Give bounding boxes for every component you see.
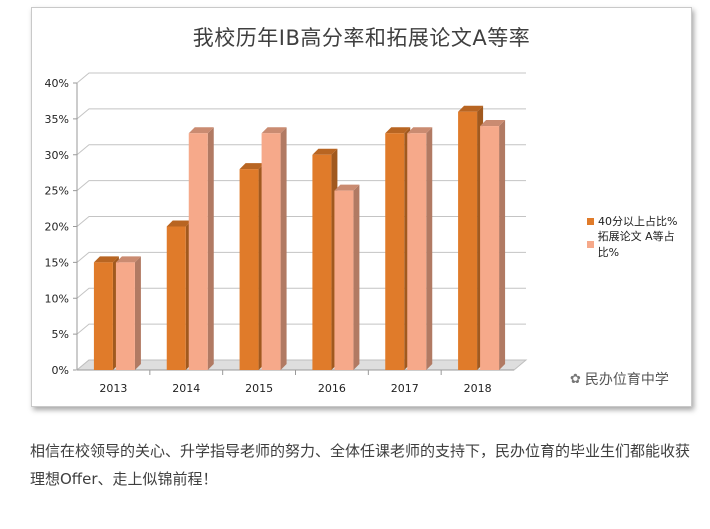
bar-front [312, 155, 331, 370]
bar-front [94, 262, 113, 370]
bar-2013-series-2 [116, 256, 141, 370]
bar-front [480, 126, 499, 370]
wechat-icon: ✿ [570, 372, 581, 387]
legend-swatch-series-1 [587, 218, 594, 225]
chart-frame: 我校历年IB高分率和拓展论文A等率 0% 5% 10% 15% 20% 25% 30% 35%… [31, 7, 692, 407]
bar-front [385, 133, 404, 370]
x-tick-label: 2014 [172, 382, 200, 395]
y-tick-label: 20% [45, 221, 69, 234]
bar-2018-series-2 [480, 120, 505, 370]
y-tick-label: 40% [45, 77, 69, 90]
bar-2015-series-1 [240, 163, 265, 370]
bar-2015-series-2 [262, 127, 287, 370]
y-tick-label: 25% [45, 185, 69, 198]
bar-side [499, 120, 505, 370]
bar-side [135, 256, 141, 370]
y-tick-label: 15% [45, 256, 69, 269]
bar-front [240, 169, 259, 370]
legend-swatch-series-2 [587, 241, 594, 248]
watermark: ✿ 民办位育中学 [570, 369, 669, 389]
bar-side [281, 127, 287, 370]
legend-label-series-2: 拓展论文 A等占比% [598, 228, 691, 260]
bar-side [353, 185, 359, 370]
y-tick-label: 0% [52, 364, 69, 377]
bar-front [458, 112, 477, 370]
bar-side [426, 127, 432, 370]
legend-item-series-2: 拓展论文 A等占比% [587, 234, 691, 254]
x-tick-label: 2013 [99, 382, 127, 395]
y-tick-label: 30% [45, 149, 69, 162]
bar-chart: 0% 5% 10% 15% 20% 25% 30% 35% 40% 2013 2014 2015 201… [32, 8, 691, 406]
gridline [77, 73, 526, 83]
bar-2013-series-1 [94, 256, 119, 370]
bar-front [407, 133, 426, 370]
x-tick-label: 2015 [245, 382, 273, 395]
bar-2014-series-1 [167, 221, 192, 371]
bar-front [189, 133, 208, 370]
bar-2018-series-1 [458, 106, 483, 370]
bar-2017-series-2 [407, 127, 432, 370]
bar-2016-series-1 [312, 149, 337, 370]
bar-front [262, 133, 281, 370]
y-tick-label: 35% [45, 113, 69, 126]
x-tick-label: 2018 [464, 382, 492, 395]
bar-side [208, 127, 214, 370]
bar-front [116, 262, 135, 370]
legend-label-series-1: 40分以上占比% [598, 213, 677, 229]
bar-2017-series-1 [385, 127, 410, 370]
y-tick-label: 10% [45, 292, 69, 305]
bar-front [167, 227, 186, 371]
body-paragraph: 相信在校领导的关心、升学指导老师的努力、全体任课老师的支持下，民办位育的毕业生们… [30, 437, 690, 493]
bar-front [334, 191, 353, 370]
y-tick-label: 5% [52, 328, 69, 341]
x-tick-label: 2016 [318, 382, 346, 395]
legend: 40分以上占比% 拓展论文 A等占比% [587, 211, 691, 257]
bar-2014-series-2 [189, 127, 214, 370]
watermark-text: 民办位育中学 [585, 369, 669, 389]
bar-2016-series-2 [334, 185, 359, 370]
x-tick-label: 2017 [391, 382, 419, 395]
